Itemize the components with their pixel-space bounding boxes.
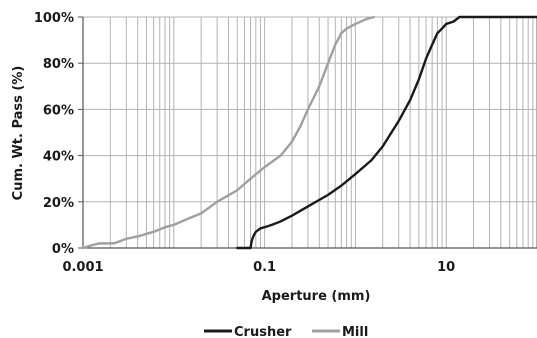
y-tick-label: 100%: [34, 11, 74, 26]
y-tick-label: 80%: [43, 57, 74, 72]
series-line-mill: [81, 15, 376, 250]
legend-label-crusher: Crusher: [234, 325, 292, 338]
y-tick-label: 0%: [52, 242, 74, 257]
axes: [78, 16, 537, 249]
x-tick-label: 0.1: [253, 260, 276, 275]
grid-lines: [83, 16, 537, 248]
plot-lines: [81, 15, 537, 250]
y-tick-labels: 0% 20% 40% 60% 80% 100%: [34, 11, 74, 257]
y-tick-label: 40%: [43, 150, 74, 165]
y-axis-title: Cum. Wt. Pass (%): [11, 66, 26, 201]
series-line-crusher: [236, 15, 537, 250]
x-axis-title: Aperture (mm): [262, 289, 371, 304]
legend: Crusher Mill: [204, 325, 368, 338]
legend-label-mill: Mill: [342, 325, 368, 338]
x-tick-label: 10: [437, 260, 455, 275]
x-tick-label: 0.001: [62, 260, 103, 275]
x-tick-labels: 0.001 0.1 10: [62, 260, 455, 275]
y-tick-label: 20%: [43, 196, 74, 211]
y-tick-label: 60%: [43, 103, 74, 118]
